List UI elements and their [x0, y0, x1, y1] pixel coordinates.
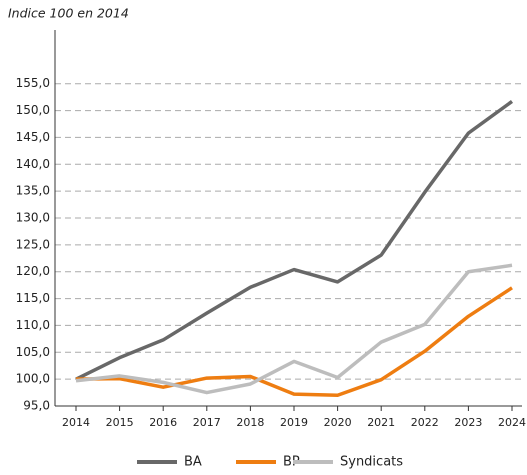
x-tick-label: 2020 — [324, 416, 352, 429]
y-tick-label: 100,0 — [16, 372, 50, 386]
legend-label: Syndicats — [340, 455, 403, 470]
x-tick-label: 2021 — [367, 416, 395, 429]
y-tick-label: 140,0 — [16, 157, 50, 171]
x-tick-label: 2022 — [411, 416, 439, 429]
y-tick-label: 95,0 — [23, 399, 50, 413]
y-tick-label: 135,0 — [16, 184, 50, 198]
x-tick-label: 2015 — [106, 416, 134, 429]
y-tick-label: 110,0 — [16, 318, 50, 332]
x-tick-label: 2018 — [236, 416, 264, 429]
legend-label: BA — [184, 455, 202, 470]
y-tick-label: 130,0 — [16, 211, 50, 225]
line-series — [75, 263, 513, 395]
x-tick-label: 2024 — [498, 416, 526, 429]
y-tick-label: 125,0 — [16, 237, 50, 251]
y-tick-label: 145,0 — [16, 130, 50, 144]
line-series — [75, 100, 514, 381]
x-tick-label: 2017 — [193, 416, 221, 429]
y-tick-label: 155,0 — [16, 76, 50, 90]
x-tick-label: 2016 — [149, 416, 177, 429]
line-series — [75, 286, 513, 398]
x-tick-label: 2023 — [454, 416, 482, 429]
y-tick-label: 115,0 — [16, 291, 50, 305]
y-tick-label: 150,0 — [16, 103, 50, 117]
legend-label: BP — [283, 455, 300, 470]
y-tick-label: 105,0 — [16, 345, 50, 359]
x-tick-label: 2019 — [280, 416, 308, 429]
y-tick-label: 120,0 — [16, 264, 50, 278]
x-tick-label: 2014 — [62, 416, 90, 429]
chart-title: Indice 100 en 2014 — [8, 6, 129, 21]
